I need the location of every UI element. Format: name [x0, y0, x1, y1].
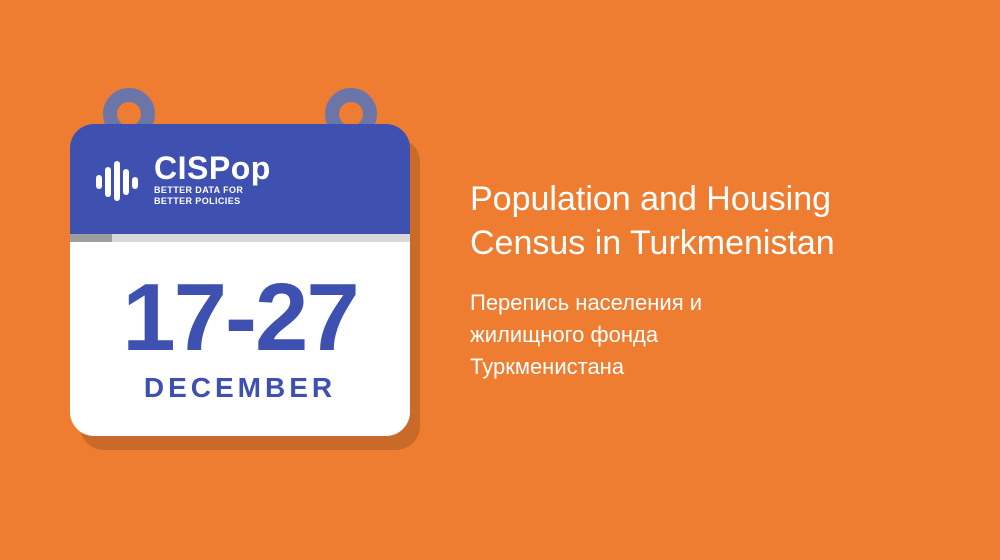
title-russian: Перепись населения и жилищного фонда Тур… — [470, 287, 835, 383]
text-block: Population and Housing Census in Turkmen… — [470, 177, 835, 383]
calendar-tear-strip — [70, 234, 410, 242]
logo-text: CISPop BETTER DATA FOR BETTER POLICIES — [154, 152, 271, 206]
logo-subtitle-1: BETTER DATA FOR — [154, 186, 271, 195]
cispop-logo: CISPop BETTER DATA FOR BETTER POLICIES — [96, 152, 271, 206]
month-label: DECEMBER — [90, 372, 390, 404]
calendar-header: CISPop BETTER DATA FOR BETTER POLICIES — [70, 124, 410, 234]
title-en-line2: Census in Turkmenistan — [470, 224, 835, 262]
title-ru-line3: Туркменистана — [470, 354, 624, 379]
calendar-block: CISPop BETTER DATA FOR BETTER POLICIES 1… — [70, 124, 410, 436]
calendar-body: 17-27 DECEMBER — [70, 242, 410, 436]
logo-bars-icon — [96, 157, 144, 201]
title-en-line1: Population and Housing — [470, 180, 831, 218]
logo-subtitle-2: BETTER POLICIES — [154, 197, 271, 206]
title-ru-line2: жилищного фонда — [470, 322, 658, 347]
tear-strip-main — [112, 234, 410, 242]
title-ru-line1: Перепись населения и — [470, 290, 702, 315]
infographic-stage: CISPop BETTER DATA FOR BETTER POLICIES 1… — [0, 0, 1000, 560]
title-english: Population and Housing Census in Turkmen… — [470, 177, 835, 265]
tear-strip-tab — [70, 234, 112, 242]
calendar-card: CISPop BETTER DATA FOR BETTER POLICIES 1… — [70, 124, 410, 436]
logo-title: CISPop — [154, 152, 271, 184]
date-range: 17-27 — [90, 270, 390, 366]
